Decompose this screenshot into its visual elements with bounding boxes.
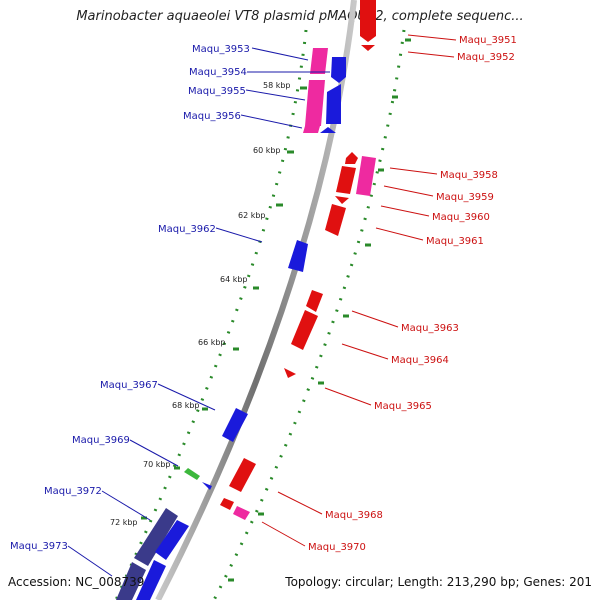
feature-maqu-3958a bbox=[345, 152, 358, 164]
feature-maqu-3962 bbox=[288, 240, 308, 272]
feature-maqu-3968 bbox=[229, 458, 256, 492]
feature-maqu-3964 bbox=[291, 310, 318, 350]
gene-label-maqu-3955: Maqu_3955 bbox=[188, 86, 246, 97]
gene-label-maqu-3954: Maqu_3954 bbox=[189, 67, 247, 78]
gene-label-maqu-3972: Maqu_3972 bbox=[44, 486, 102, 497]
feature-maqu-3956 bbox=[303, 126, 320, 133]
tick-70-kbp: 70 kbp bbox=[143, 460, 171, 469]
tick-72-kbp: 72 kbp bbox=[110, 518, 138, 527]
feature-maqu-3967 bbox=[222, 408, 248, 442]
feature-maqu-3960 bbox=[335, 196, 349, 204]
tick-62-kbp: 62 kbp bbox=[238, 211, 266, 220]
map-title: Marinobacter aquaeolei VT8 plasmid pMAQU… bbox=[76, 9, 524, 24]
tick-68-kbp: 68 kbp bbox=[172, 401, 200, 410]
gene-label-maqu-3973: Maqu_3973 bbox=[10, 541, 68, 552]
gene-label-maqu-3952: Maqu_3952 bbox=[457, 52, 515, 63]
gc-marks bbox=[141, 38, 411, 582]
feature-maqu-3963 bbox=[306, 290, 323, 312]
feature-maqu-3973b bbox=[136, 560, 166, 600]
gene-label-maqu-3969: Maqu_3969 bbox=[72, 435, 130, 446]
feature-maqu-3958 bbox=[356, 156, 376, 196]
reverse-labels: Maqu_3951 Maqu_3952 Maqu_3958 Maqu_3959 … bbox=[308, 35, 517, 553]
gene-label-maqu-3968: Maqu_3968 bbox=[325, 510, 383, 521]
gene-label-maqu-3964: Maqu_3964 bbox=[391, 355, 449, 366]
feature-maqu-3968b bbox=[220, 498, 234, 510]
gene-label-maqu-3951: Maqu_3951 bbox=[459, 35, 517, 46]
gene-label-maqu-3953: Maqu_3953 bbox=[192, 44, 250, 55]
feature-maqu-3955 bbox=[305, 80, 325, 126]
feature-maqu-3954 bbox=[331, 57, 346, 83]
feature-maqu-3972 bbox=[134, 508, 178, 566]
reverse-features bbox=[220, 0, 376, 520]
outer-dotted-track bbox=[212, 29, 406, 600]
feature-maqu-3951 bbox=[360, 0, 376, 42]
tick-60-kbp: 60 kbp bbox=[253, 146, 281, 155]
feature-maqu-3973 bbox=[116, 562, 146, 600]
feature-maqu-3969b bbox=[202, 482, 212, 490]
tick-66-kbp: 66 kbp bbox=[198, 338, 226, 347]
feature-maqu-3969 bbox=[184, 468, 200, 480]
forward-features bbox=[116, 48, 346, 600]
feature-maqu-3951b bbox=[361, 45, 375, 51]
gene-label-maqu-3956: Maqu_3956 bbox=[183, 111, 241, 122]
feature-maqu-3959 bbox=[336, 166, 356, 194]
gene-label-maqu-3965: Maqu_3965 bbox=[374, 401, 432, 412]
gene-label-maqu-3958: Maqu_3958 bbox=[440, 170, 498, 181]
feature-maqu-3955b bbox=[326, 84, 341, 124]
inner-dotted-track bbox=[114, 29, 308, 600]
topology-summary: Topology: circular; Length: 213,290 bp; … bbox=[285, 575, 592, 589]
feature-maqu-3953 bbox=[310, 48, 328, 74]
feature-maqu-3970 bbox=[233, 506, 250, 520]
forward-labels: Maqu_3953 Maqu_3954 Maqu_3955 Maqu_3956 … bbox=[10, 44, 250, 552]
feature-maqu-3956b bbox=[320, 127, 336, 133]
gene-label-maqu-3960: Maqu_3960 bbox=[432, 212, 490, 223]
scale-ticks: 58 kbp 60 kbp 62 kbp 64 kbp 66 kbp 68 kb… bbox=[110, 81, 291, 527]
tick-58-kbp: 58 kbp bbox=[263, 81, 291, 90]
feature-maqu-3965 bbox=[284, 368, 296, 378]
gene-label-maqu-3970: Maqu_3970 bbox=[308, 542, 366, 553]
leader-lines bbox=[67, 34, 457, 577]
gene-label-maqu-3963: Maqu_3963 bbox=[401, 323, 459, 334]
feature-maqu-3961 bbox=[325, 204, 346, 236]
accession-text: Accession: NC_008739 bbox=[8, 575, 145, 589]
feature-maqu-3972b bbox=[155, 520, 189, 560]
gene-label-maqu-3967: Maqu_3967 bbox=[100, 380, 158, 391]
gene-label-maqu-3959: Maqu_3959 bbox=[436, 192, 494, 203]
gene-label-maqu-3962: Maqu_3962 bbox=[158, 224, 216, 235]
gene-label-maqu-3961: Maqu_3961 bbox=[426, 236, 484, 247]
tick-64-kbp: 64 kbp bbox=[220, 275, 248, 284]
